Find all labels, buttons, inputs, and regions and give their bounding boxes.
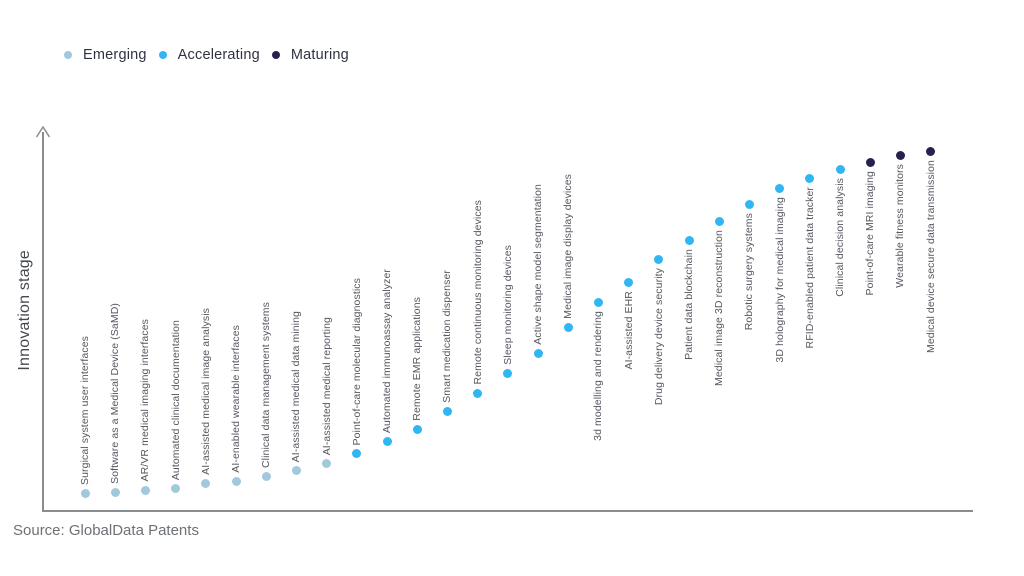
y-axis-arrow-icon — [35, 126, 51, 138]
point-label: Drug delivery device security — [652, 268, 665, 406]
data-point — [805, 173, 815, 183]
point-label: Clinical data management systems — [260, 301, 273, 468]
data-point — [261, 471, 271, 481]
data-point — [201, 478, 211, 488]
point-label: AI-assisted EHR — [622, 291, 635, 370]
data-point — [533, 348, 543, 358]
data-point — [322, 458, 332, 468]
data-point — [382, 436, 392, 446]
data-point — [563, 322, 573, 332]
point-label: Point-of-care molecular diagnostics — [350, 277, 363, 446]
legend-item-maturing: Maturing — [271, 47, 349, 63]
data-point — [926, 146, 936, 156]
legend-label-maturing: Maturing — [290, 47, 349, 63]
data-point — [624, 277, 634, 287]
legend-dot-emerging-icon — [64, 51, 72, 59]
point-label: Sleep monitoring devices — [501, 245, 514, 365]
data-point — [412, 424, 422, 434]
point-label: 3D holography for medical imaging — [773, 197, 786, 363]
data-point — [171, 483, 181, 493]
data-point — [352, 448, 362, 458]
y-axis-line — [42, 132, 44, 511]
point-label: AI-enabled wearable interfaces — [230, 325, 242, 473]
point-label: Point-of-care MRI imaging — [864, 171, 877, 296]
point-label: AI-assisted medical image analysis — [199, 308, 212, 475]
data-point — [744, 199, 754, 209]
data-point — [291, 465, 301, 475]
legend-dot-accelerating-icon — [158, 51, 167, 59]
point-label: Remote continuous monitoring devices — [471, 200, 484, 385]
legend-label-accelerating: Accelerating — [177, 47, 260, 63]
data-point — [865, 157, 875, 167]
legend-item-accelerating: Accelerating — [158, 47, 260, 63]
data-point — [593, 297, 603, 307]
data-point — [895, 150, 905, 160]
data-point — [714, 216, 724, 226]
point-label: AR/VR medical imaging interfaces — [139, 319, 152, 482]
point-label: Medical image display devices — [562, 174, 575, 319]
point-label: Medical image 3D reconstruction — [713, 230, 726, 387]
data-point — [654, 254, 664, 264]
data-point — [835, 164, 845, 174]
point-label: Robotic surgery systems — [743, 213, 756, 331]
data-point — [80, 488, 90, 498]
data-point — [231, 476, 241, 486]
chart-legend: Emerging Accelerating Maturing — [64, 47, 349, 63]
data-point — [110, 487, 120, 497]
point-label: Software as a Medical Device (SaMD) — [109, 303, 122, 484]
point-label: Automated clinical documentation — [169, 319, 182, 480]
point-label: Wearable fitness monitors — [894, 164, 907, 288]
point-label: RFID-enabled patient data tracker — [803, 187, 816, 349]
point-label: Remote EMR applications — [411, 297, 424, 421]
point-label: Surgical system user interfaces — [79, 336, 91, 485]
point-label: Smart medication dispenser — [441, 270, 454, 403]
legend-dot-maturing-icon — [271, 51, 280, 59]
point-label: 3d modelling and rendering — [592, 311, 605, 441]
data-point — [140, 485, 150, 495]
source-note: Source: GlobalData Patents — [13, 522, 199, 539]
data-point — [503, 368, 513, 378]
legend-item-emerging: Emerging — [64, 47, 147, 63]
point-label: Clinical decision analysis — [834, 178, 846, 297]
legend-label-emerging: Emerging — [83, 47, 147, 63]
data-point — [775, 183, 785, 193]
point-label: Patient data blockchain — [683, 249, 695, 360]
point-label: Medical device secure data transmission — [924, 160, 937, 353]
data-point — [473, 388, 483, 398]
point-label: AI-assisted medical reporting — [320, 316, 333, 455]
data-point — [442, 406, 452, 416]
data-point — [684, 235, 694, 245]
point-label: Active shape model segmentation — [532, 184, 544, 345]
point-label: Automated immunoassay analyzer — [381, 268, 393, 433]
x-axis-line — [42, 510, 973, 512]
point-label: AI-assisted medical data mining — [290, 310, 303, 462]
